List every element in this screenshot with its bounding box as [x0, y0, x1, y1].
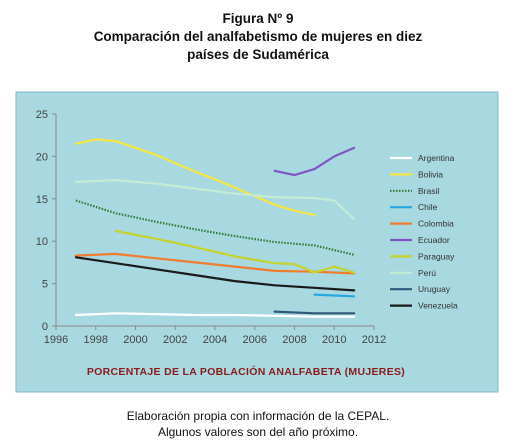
series-line-ecuador	[273, 146, 356, 177]
legend-label: Venezuela	[418, 301, 458, 311]
legend: Argentina Bolivia Brasil Chile Colombia Ecuad…	[390, 153, 458, 311]
series-line-uruguay	[273, 310, 356, 315]
legend-label: Paraguay	[418, 251, 455, 261]
y-tick-label: 10	[36, 236, 48, 248]
series-line-peru	[74, 179, 356, 221]
caption-line-2: Algunos valores son del año próximo.	[157, 425, 359, 439]
x-tick-label: 2002	[163, 334, 187, 346]
x-tick-label: 1998	[84, 334, 108, 346]
x-tick-label: 2012	[362, 334, 386, 346]
series-line-paraguay	[114, 229, 356, 274]
x-tick-label: 2006	[243, 334, 267, 346]
legend-label: Ecuador	[418, 235, 450, 245]
legend-label: Bolivia	[418, 169, 443, 179]
x-tick-label: 1996	[44, 334, 68, 346]
plot-area: 0 5 10 15 20 25 1996 1998 2000 2002 2004 2006 2008 20…	[36, 109, 386, 346]
y-tick-label: 0	[42, 321, 48, 333]
series-line-bolivia	[74, 138, 316, 216]
x-tick-label: 2010	[322, 334, 346, 346]
legend-label: Colombia	[418, 219, 454, 229]
x-tick-label: 2004	[203, 334, 227, 346]
series-line-argentina	[74, 312, 356, 318]
legend-label: Perú	[418, 268, 436, 278]
figure-number: Figura Nº 9	[222, 11, 294, 26]
series-line-colombia	[74, 252, 356, 275]
series-line-venezuela	[74, 256, 356, 292]
x-tick-label: 2008	[282, 334, 306, 346]
y-tick-label: 15	[36, 194, 48, 206]
x-tick-label: 2000	[123, 334, 147, 346]
series-line-brasil	[75, 199, 355, 256]
series-line-chile	[313, 293, 356, 298]
x-axis-label: PORCENTAJE DE LA POBLACIÓN ANALFABETA (M…	[87, 365, 405, 378]
legend-label: Uruguay	[418, 284, 451, 294]
figure-title-line-2: países de Sudamérica	[187, 47, 329, 62]
legend-label: Chile	[418, 202, 438, 212]
figure-title-line-1: Comparación del analfabetismo de mujeres…	[93, 29, 423, 44]
y-tick-label: 25	[36, 109, 48, 121]
chart-frame	[15, 91, 499, 393]
legend-label: Brasil	[418, 186, 439, 196]
legend-label: Argentina	[418, 153, 455, 163]
y-tick-label: 5	[42, 279, 48, 291]
y-tick-label: 20	[36, 151, 48, 163]
caption-line-1: Elaboración propia con información de la…	[126, 409, 390, 423]
